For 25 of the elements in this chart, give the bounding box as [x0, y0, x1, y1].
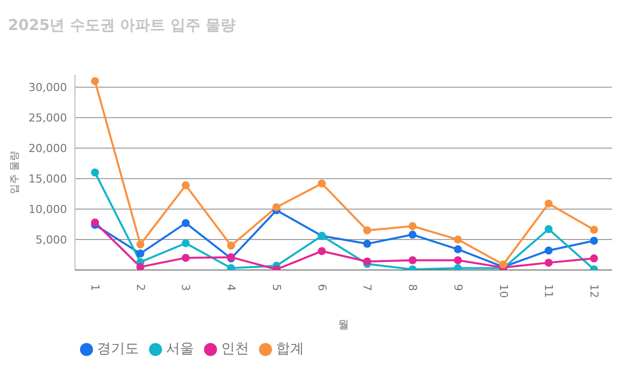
x-tick-label: 7	[360, 284, 374, 291]
x-tick-label: 8	[406, 284, 420, 291]
x-axis-title: 월	[338, 318, 349, 331]
x-tick-label: 1	[88, 284, 102, 291]
x-tick-label: 3	[179, 284, 192, 291]
legend-label: 합계	[276, 341, 304, 357]
x-tick-label: 11	[542, 284, 556, 298]
legend-label: 인천	[221, 341, 249, 357]
x-tick-label: 5	[270, 284, 283, 291]
y-tick-label: 5,000	[36, 233, 67, 246]
y-tick-label: 25,000	[28, 112, 67, 125]
legend-label: 경기도	[97, 341, 139, 357]
chart-title: 2025년 수도권 아파트 입주 물량	[8, 16, 236, 35]
x-tick-label: 9	[451, 284, 464, 291]
x-tick-label: 2	[134, 284, 147, 291]
y-tick-label: 15,000	[28, 172, 67, 186]
legend-label: 서울	[166, 341, 194, 357]
y-tick-label: 20,000	[28, 142, 67, 156]
y-tick-label: 30,000	[28, 81, 67, 94]
y-axis-title: 입주 물량	[10, 150, 21, 194]
x-tick-label: 12	[588, 284, 600, 298]
x-tick-label: 6	[315, 284, 328, 291]
y-tick-label: 10,000	[28, 202, 67, 216]
x-tick-label: 4	[224, 284, 238, 291]
x-tick-label: 10	[496, 284, 510, 298]
